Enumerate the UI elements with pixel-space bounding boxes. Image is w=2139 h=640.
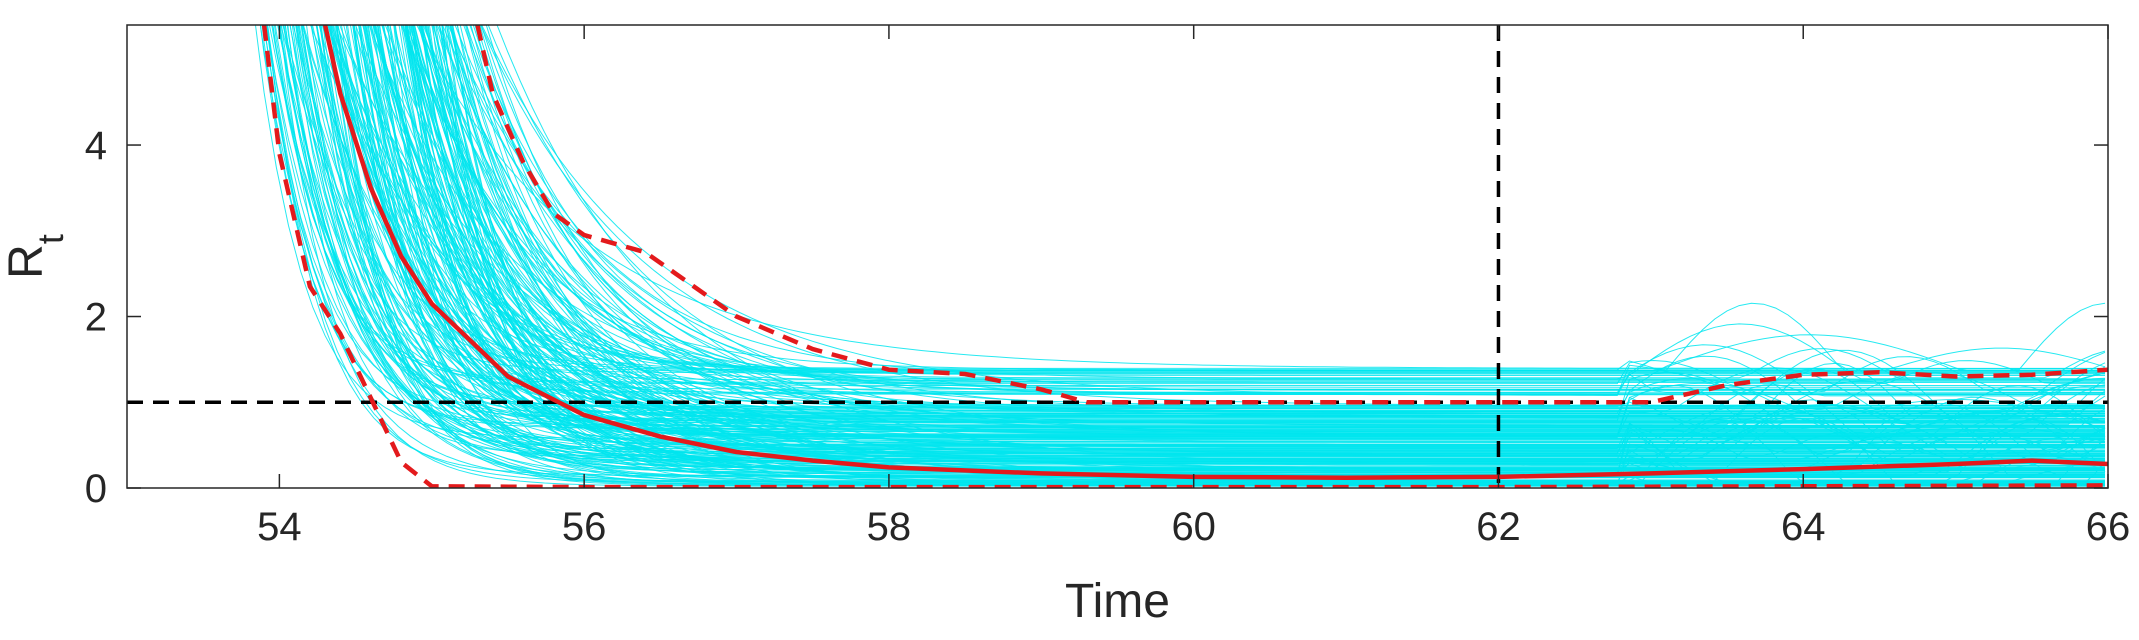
sample-trajectory [469, 25, 2106, 380]
sample-trajectory [481, 25, 2106, 397]
sample-trajectory [459, 25, 2106, 379]
x-tick-label: 66 [2086, 505, 2131, 549]
sample-trajectory [452, 25, 2105, 408]
plot-frame [126, 24, 2109, 489]
x-tick-label: 64 [1781, 505, 1826, 549]
sample-trajectory [327, 25, 2105, 456]
sample-trajectory [406, 25, 2105, 417]
sample-trajectories [254, 25, 2106, 487]
x-axis-label: Time [1065, 575, 1170, 628]
sample-trajectory [479, 25, 2105, 388]
sample-trajectory [394, 25, 2105, 464]
sample-trajectory [444, 25, 2105, 386]
interval-line-1 [475, 25, 2108, 405]
y-tick-label: 0 [85, 467, 107, 511]
sample-trajectory [449, 25, 2105, 437]
x-tick-label: 54 [257, 505, 302, 549]
sample-trajectory [432, 25, 2105, 436]
sample-trajectory [335, 25, 2105, 440]
sample-trajectory [374, 25, 2105, 427]
y-axis-label-main: R [0, 244, 53, 279]
median-line [322, 25, 2108, 480]
x-tick-label: 56 [562, 505, 607, 549]
sample-trajectory [372, 25, 2105, 411]
sample-trajectory [424, 25, 2105, 391]
y-tick-label: 4 [85, 124, 107, 168]
sample-trajectory [423, 25, 2105, 391]
sample-trajectory [439, 25, 2105, 369]
x-tick-label: 60 [1171, 505, 1216, 549]
sample-trajectory [316, 25, 2105, 468]
sample-trajectory [438, 25, 2105, 426]
y-tick-label: 2 [85, 296, 107, 340]
sample-trajectory [496, 25, 2105, 466]
y-axis-label: Rt [0, 234, 71, 279]
sample-trajectory [302, 25, 2105, 373]
sample-trajectory [274, 25, 2105, 445]
sample-trajectory [449, 25, 2105, 406]
sample-trajectory [480, 25, 2105, 391]
sample-trajectory [320, 25, 2106, 483]
sample-trajectory [402, 25, 2105, 475]
sample-trajectory [265, 25, 2105, 453]
sample-trajectory [418, 25, 2105, 482]
sample-trajectory [353, 25, 2105, 447]
sample-trajectory [389, 25, 2106, 454]
sample-trajectory [283, 25, 2105, 464]
sample-trajectory [315, 25, 2105, 449]
sample-trajectory [312, 25, 2105, 420]
sample-trajectory [428, 25, 2105, 462]
sample-trajectory [280, 25, 2105, 441]
sample-trajectory [442, 25, 2105, 419]
sample-trajectory [421, 25, 2105, 465]
sample-trajectory [340, 25, 2105, 390]
sample-trajectory [435, 25, 2105, 435]
sample-trajectory [422, 25, 2105, 457]
y-axis-label-subscript: t [30, 234, 71, 244]
x-tick-label: 62 [1476, 505, 1521, 549]
x-tick-label: 58 [867, 505, 912, 549]
sample-trajectory [329, 25, 2106, 473]
axis-ticks: 54 56 58 60 62 64 66 0 2 4 [85, 25, 2131, 549]
